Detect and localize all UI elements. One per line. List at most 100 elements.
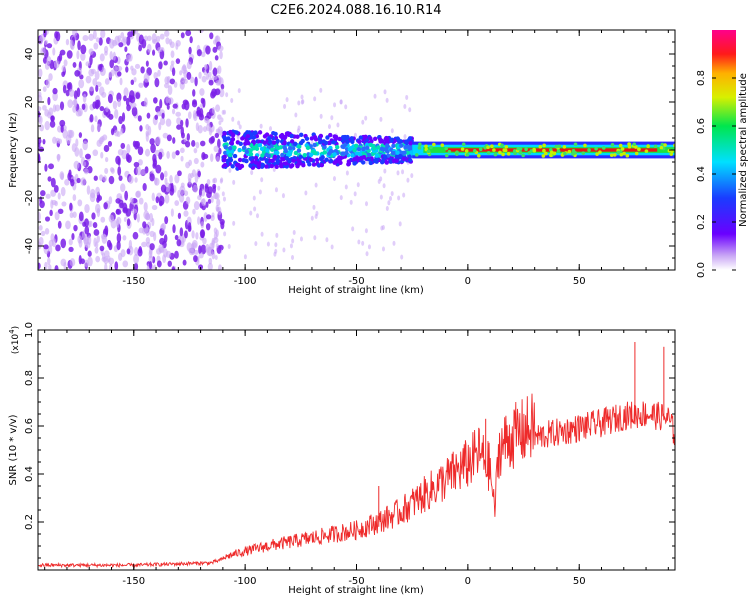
spectral-point — [270, 158, 275, 163]
spectral-point — [38, 153, 41, 163]
spectral-point — [429, 145, 433, 150]
spectral-point — [60, 258, 67, 267]
colorbar-tick-label: 0.8 — [696, 70, 707, 86]
spectral-point — [93, 229, 100, 236]
spectral-point — [44, 163, 48, 172]
spectral-point — [46, 56, 52, 65]
spectral-point — [352, 147, 357, 153]
spectral-point — [110, 167, 115, 174]
spectral-point — [395, 150, 400, 155]
colorbar-tick-label: 0.2 — [696, 214, 707, 230]
spectral-point — [211, 251, 216, 260]
spectral-point — [217, 45, 224, 52]
spectral-point — [554, 144, 559, 149]
x-tick-label: -100 — [234, 276, 257, 287]
spectral-point — [205, 201, 209, 208]
spectral-point — [138, 82, 144, 88]
spectral-point — [160, 172, 165, 181]
spectral-point — [230, 97, 234, 103]
spectral-point — [319, 87, 323, 93]
spectral-point — [139, 125, 143, 132]
spectral-point — [210, 153, 214, 163]
spectral-point — [78, 211, 84, 222]
spectral-point — [95, 255, 101, 263]
spectral-point — [298, 140, 304, 146]
spectral-point — [192, 89, 196, 97]
spectral-point — [345, 139, 350, 144]
spectral-point — [291, 158, 296, 163]
spectral-point — [406, 177, 410, 183]
spectral-point — [372, 136, 378, 142]
spectral-point — [108, 242, 113, 251]
spectral-point — [136, 166, 142, 176]
colorbar-gradient — [712, 30, 736, 270]
spectral-point — [389, 196, 393, 202]
spectral-point — [221, 109, 225, 115]
spectral-point — [174, 234, 179, 241]
spectral-point — [109, 51, 113, 60]
spectral-point — [168, 97, 174, 105]
x-tick-label: 50 — [573, 576, 586, 587]
spectral-point — [390, 191, 394, 197]
spectral-point — [117, 99, 122, 108]
spectral-point — [305, 145, 311, 151]
spectral-point — [163, 60, 168, 66]
spectral-point — [114, 35, 120, 46]
spectral-point — [143, 97, 148, 108]
spectral-point — [42, 86, 47, 92]
spectral-point — [644, 149, 649, 153]
spectral-point — [248, 148, 253, 153]
spectral-point — [149, 138, 155, 146]
spectral-point — [542, 148, 546, 153]
spectral-point — [252, 195, 256, 201]
spectral-point — [634, 151, 639, 156]
spectral-point — [282, 247, 286, 253]
spectral-point — [120, 31, 125, 39]
spectral-point — [361, 146, 366, 152]
spectral-point — [38, 106, 42, 112]
spectral-point — [69, 39, 74, 50]
spectral-point — [490, 144, 494, 148]
spectral-point — [165, 182, 171, 193]
spectral-point — [100, 151, 104, 159]
spectral-point — [44, 120, 50, 131]
spectral-point — [180, 119, 184, 127]
spectral-point — [135, 141, 141, 149]
spectral-point — [43, 30, 47, 38]
spectral-point — [144, 148, 151, 157]
spectral-point — [265, 148, 270, 153]
spectral-point — [372, 158, 378, 164]
spectral-point — [178, 193, 185, 203]
spectral-point — [610, 142, 615, 147]
y-tick-label: -20 — [24, 190, 35, 206]
spectral-point — [207, 246, 213, 257]
spectral-point — [200, 51, 206, 58]
spectral-point — [165, 37, 170, 45]
spectral-point — [432, 142, 436, 147]
spectral-point — [311, 162, 317, 167]
spectral-point — [77, 40, 81, 51]
spectral-point — [228, 129, 233, 135]
spectral-point — [324, 157, 329, 162]
spectral-point — [102, 175, 107, 182]
spectral-point — [220, 83, 225, 90]
spectral-point — [118, 115, 123, 125]
spectral-point — [163, 234, 168, 243]
spectral-point — [59, 171, 65, 180]
spectral-point — [195, 232, 199, 240]
spectral-point — [238, 124, 242, 130]
spectral-point — [134, 63, 141, 70]
spectral-point — [556, 149, 561, 153]
spectral-point — [157, 46, 164, 53]
spectral-point — [82, 35, 89, 42]
spectral-point — [258, 189, 262, 195]
spectral-point — [339, 195, 343, 201]
spectral-point — [222, 162, 228, 168]
spectral-point — [269, 147, 275, 152]
spectral-point — [38, 68, 43, 78]
spectral-point — [50, 177, 56, 188]
spectral-point — [93, 175, 98, 181]
spectral-point — [500, 143, 504, 148]
spectral-point — [257, 142, 263, 148]
spectral-point — [385, 97, 389, 103]
